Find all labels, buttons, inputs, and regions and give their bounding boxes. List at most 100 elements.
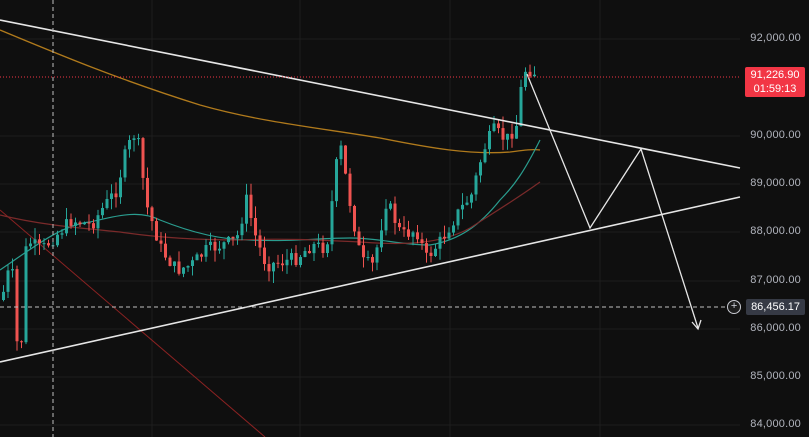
candle-body (249, 194, 253, 218)
candle-body (159, 240, 163, 244)
candle-body (479, 162, 482, 176)
candle-body (519, 86, 523, 126)
candle-body (186, 266, 190, 268)
candle-body (119, 177, 122, 198)
current-price-badge: 91,226.90 01:59:13 (745, 67, 805, 97)
candle-body (177, 261, 181, 274)
current-price-value: 91,226.90 (750, 69, 800, 81)
candle-body (258, 235, 262, 248)
candle-body (204, 245, 208, 257)
candle-body (114, 193, 118, 198)
candle-body (137, 138, 140, 140)
candle-body (380, 230, 383, 248)
candle-body (110, 193, 113, 199)
candle-body (290, 253, 293, 260)
grid (0, 0, 740, 437)
candle-body (344, 145, 347, 174)
lower-trendline[interactable] (0, 196, 741, 363)
candle-body (371, 257, 374, 263)
candle-body (501, 128, 505, 140)
candle-body (222, 242, 226, 249)
candle-body (69, 219, 73, 226)
candle-body (515, 125, 518, 139)
candle-body (128, 140, 131, 150)
candle-body (200, 254, 203, 257)
projection-path[interactable] (526, 73, 699, 329)
candle-body (276, 262, 280, 264)
plus-circle-icon[interactable]: + (727, 299, 742, 314)
candle-body (173, 261, 176, 266)
candle-body (303, 251, 307, 258)
candle-body (389, 203, 392, 209)
candlestick-series (2, 64, 536, 351)
price-axis-label: 92,000.00 (750, 32, 801, 44)
candle-body (218, 248, 221, 251)
candle-body (321, 242, 325, 254)
candle-body (240, 223, 244, 236)
candle-body (285, 259, 289, 266)
candle-body (425, 243, 428, 253)
candle-body (11, 269, 14, 271)
candle-body (195, 254, 199, 261)
candle-body (236, 235, 239, 239)
candle-body (245, 194, 248, 224)
candle-body (497, 123, 500, 129)
candle-body (335, 159, 338, 202)
candle-body (506, 133, 509, 140)
candle-body (528, 71, 532, 77)
candle-body (168, 257, 172, 266)
slow-moving-average (0, 29, 541, 154)
price-axis-label: 89,000.00 (750, 177, 801, 189)
candle-body (393, 203, 397, 223)
candle-body (281, 263, 284, 266)
candle-body (92, 223, 95, 229)
candle-body (15, 269, 19, 342)
candle-body (6, 270, 10, 292)
candle-body (407, 229, 410, 237)
candle-body (384, 208, 388, 231)
candle-body (420, 239, 424, 244)
candle-body (402, 227, 406, 230)
candle-body (96, 215, 100, 229)
candle-body (74, 222, 77, 226)
fast-moving-average (0, 139, 541, 271)
candle-body (524, 71, 527, 87)
candle-body (191, 260, 194, 267)
candle-body (461, 204, 464, 210)
candle-body (326, 244, 329, 254)
candle-body (312, 243, 316, 254)
candle-body (24, 246, 28, 343)
upper-trendline[interactable] (0, 19, 741, 169)
candle-body (492, 123, 496, 132)
candle-body (78, 222, 82, 225)
candle-body (429, 252, 433, 257)
candle-body (227, 236, 230, 243)
candle-body (452, 225, 455, 233)
candle-body (209, 241, 212, 246)
candle-body (87, 222, 91, 224)
price-axis-label: 84,000.00 (750, 418, 801, 430)
price-axis-label: 90,000.00 (750, 129, 801, 141)
candle-body (164, 243, 167, 258)
price-axis-label: 87,000.00 (750, 274, 801, 286)
candle-countdown: 01:59:13 (753, 83, 797, 95)
candle-body (353, 205, 356, 232)
price-axis-label: 88,000.00 (750, 225, 801, 237)
candle-body (366, 257, 370, 259)
candle-body (146, 177, 149, 208)
candle-body (483, 149, 487, 163)
candle-body (56, 234, 59, 246)
candle-body (308, 251, 311, 254)
candle-body (38, 239, 41, 244)
candle-body (60, 233, 64, 235)
candle-body (20, 341, 23, 343)
candle-body (33, 239, 37, 244)
candle-body (42, 243, 46, 245)
candle-body (267, 264, 271, 272)
candle-body (83, 222, 86, 225)
candle-body (510, 133, 514, 139)
candle-body (447, 232, 451, 239)
candle-body (299, 257, 302, 266)
crosshair-price-tag: + 86,456.17 (727, 298, 805, 315)
